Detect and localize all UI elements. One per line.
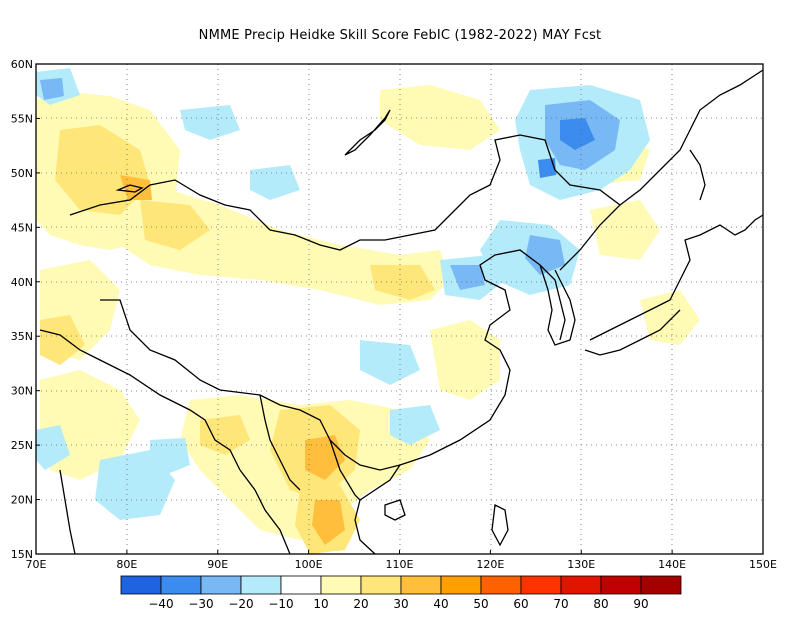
neg-yangtze (390, 405, 440, 445)
colorbar-swatch (600, 575, 642, 595)
colorbar-swatch (160, 575, 202, 595)
coast-sakhalin (689, 149, 706, 201)
shade-north-india (40, 315, 85, 365)
lat-tick-labels: 60N 55N 50N 45N 40N 35N 30N 25N 20N 15N (11, 58, 40, 561)
neg-india-east (95, 450, 175, 520)
neg-ne-deep (538, 158, 556, 178)
lat-tick-label: 60N (11, 58, 33, 71)
coast-china-east (399, 249, 566, 466)
coast-taiwan (491, 504, 509, 547)
shade-yunnan-core (305, 435, 345, 480)
shade-laos (312, 500, 345, 545)
coast-japan-south (584, 309, 681, 356)
colorbar-swatch (200, 575, 242, 595)
lon-tick-label: 70E (26, 558, 47, 571)
neg-central (360, 340, 420, 385)
lat-tick-label: 40N (11, 276, 33, 289)
coast-far-east (619, 69, 763, 206)
colorbar-swatch (120, 575, 162, 595)
lon-tick-label: 120E (476, 558, 504, 571)
lake-balkhash (115, 184, 144, 193)
coastlines (39, 69, 763, 554)
colorbar-swatch (520, 575, 562, 595)
shade-tibet (200, 415, 250, 455)
lat-tick-label: 15N (11, 548, 33, 561)
colorbar: −40 −30 −20 −10 10 20 30 40 50 60 70 80 90 (120, 575, 682, 611)
colorbar-label: 90 (633, 597, 648, 611)
border-myanmar (259, 394, 301, 491)
colorbar-label: 20 (353, 597, 368, 611)
lat-tick-label: 55N (11, 112, 33, 125)
neg-north-core (450, 265, 485, 290)
shade-kaz-hot (120, 175, 152, 200)
coast-japan (589, 214, 763, 341)
border-india (39, 329, 241, 471)
shade-north-east (590, 200, 660, 260)
colorbar-label: −20 (228, 597, 253, 611)
coast-hainan (384, 499, 406, 521)
coast-india-west (59, 469, 76, 554)
colorbar-swatch (560, 575, 602, 595)
colorbar-swatch (440, 575, 482, 595)
lon-tick-label: 130E (567, 558, 595, 571)
shade-gansu (370, 265, 435, 300)
lat-tick-label: 50N (11, 167, 33, 180)
lon-tick-label: 100E (295, 558, 323, 571)
map-title: NMME Precip Heidke Skill Score FebIC (19… (198, 28, 602, 43)
colorbar-label: −40 (148, 597, 173, 611)
neg-xinjiang (250, 165, 300, 200)
lon-tick-label: 80E (116, 558, 137, 571)
colorbar-label: 60 (513, 597, 528, 611)
shade-japan-sea (640, 290, 700, 345)
colorbar-swatch (280, 575, 322, 595)
colorbar-label: −30 (188, 597, 213, 611)
border-vietnam (329, 439, 361, 501)
lon-tick-label: 150E (749, 558, 777, 571)
colorbar-label: 10 (313, 597, 328, 611)
lat-tick-label: 20N (11, 494, 33, 507)
lat-tick-label: 35N (11, 330, 33, 343)
graticule (36, 64, 763, 554)
colorbar-swatch (240, 575, 282, 595)
neg-manchuria-deep (560, 118, 595, 150)
neg-far-west (40, 78, 64, 100)
lon-tick-label: 140E (658, 558, 686, 571)
colorbar-swatch (360, 575, 402, 595)
lat-tick-label: 25N (11, 439, 33, 452)
colorbar-label: 80 (593, 597, 608, 611)
colorbar-swatch (400, 575, 442, 595)
neg-central-asia (36, 425, 70, 470)
colorbar-label: 30 (393, 597, 408, 611)
shade-east-china (430, 320, 500, 400)
lon-tick-label: 90E (207, 558, 228, 571)
shade-west-siberia (380, 85, 500, 150)
shade-tianshan (140, 200, 210, 250)
border-china-sw (100, 299, 401, 471)
colorbar-label: 70 (553, 597, 568, 611)
lat-tick-label: 30N (11, 385, 33, 398)
neg-ne-core (525, 235, 565, 275)
neg-sw (150, 438, 190, 475)
lon-tick-label: 110E (386, 558, 414, 571)
colorbar-swatch (320, 575, 362, 595)
colorbar-label: 40 (433, 597, 448, 611)
lon-tick-labels: 70E 80E 90E 100E 110E 120E 130E 140E 150E (26, 550, 777, 571)
lat-tick-label: 45N (11, 221, 33, 234)
shade-mongolia (120, 190, 450, 305)
neg-siberia-w (180, 105, 240, 140)
colorbar-label: −10 (268, 597, 293, 611)
coast-korea (539, 264, 576, 346)
colorbar-swatch (640, 575, 682, 595)
border-russia-china (69, 134, 621, 271)
colorbar-label: 50 (473, 597, 488, 611)
colorbar-swatch (480, 575, 522, 595)
lake-baikal (344, 109, 391, 156)
coast-bay-bengal (239, 469, 291, 554)
